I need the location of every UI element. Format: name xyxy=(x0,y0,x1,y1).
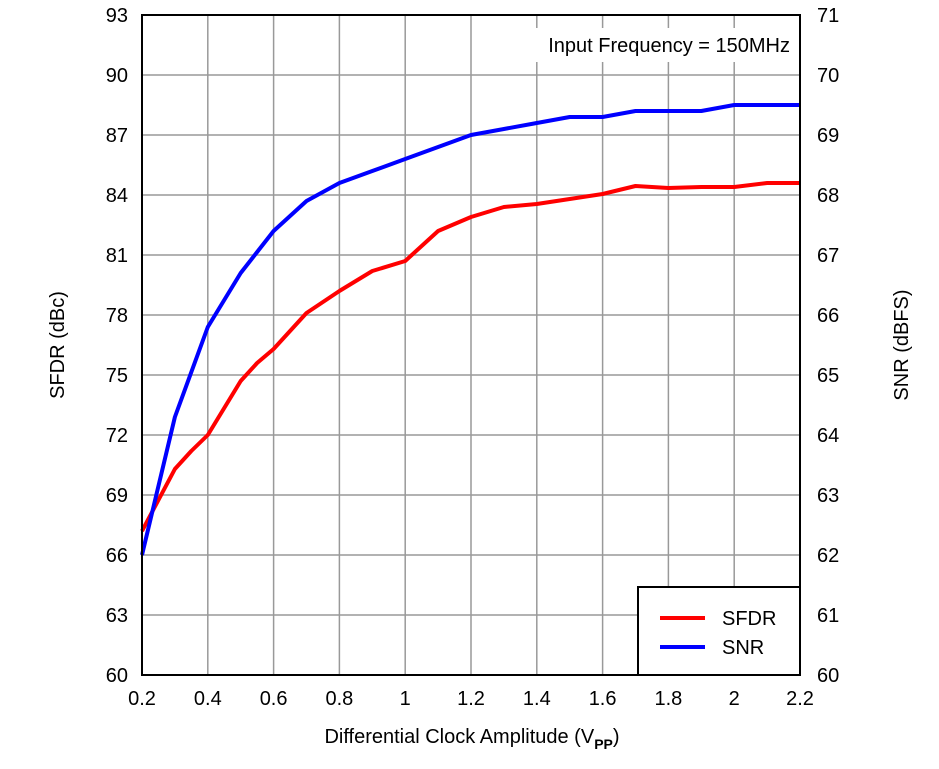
y-right-tick-label: 63 xyxy=(817,485,839,507)
y-left-tick-label: 60 xyxy=(106,665,128,687)
y-right-tick-label: 65 xyxy=(817,365,839,387)
x-axis-label-subscript: PP xyxy=(594,736,613,752)
x-tick-label: 0.4 xyxy=(194,688,222,710)
x-tick-label: 0.2 xyxy=(128,688,156,710)
x-axis-label-main: Differential Clock Amplitude (V xyxy=(324,726,594,748)
y-left-tick-label: 90 xyxy=(106,65,128,87)
grid xyxy=(142,15,800,675)
y-left-tick-label: 93 xyxy=(106,5,128,27)
x-tick-label: 1 xyxy=(400,688,411,710)
y-right-tick-label: 60 xyxy=(817,665,839,687)
x-tick-label: 1.4 xyxy=(523,688,551,710)
y-axis-left-label: SFDR (dBc) xyxy=(47,291,69,399)
y-left-tick-label: 87 xyxy=(106,125,128,147)
y-left-tick-label: 63 xyxy=(106,605,128,627)
legend-box xyxy=(638,587,800,675)
y-left-tick-label: 78 xyxy=(106,305,128,327)
x-tick-label: 0.6 xyxy=(260,688,288,710)
y-right-tick-label: 67 xyxy=(817,245,839,267)
y-right-tick-label: 61 xyxy=(817,605,839,627)
y-left-tick-label: 72 xyxy=(106,425,128,447)
x-tick-label: 2.2 xyxy=(786,688,814,710)
y-axis-right-label: SNR (dBFS) xyxy=(891,289,913,400)
y-left-tick-label: 75 xyxy=(106,365,128,387)
legend: SFDR SNR xyxy=(638,587,800,675)
x-axis-label-close: ) xyxy=(613,726,620,748)
x-tick-label: 1.8 xyxy=(654,688,682,710)
annotation: Input Frequency = 150MHz xyxy=(548,35,790,57)
y-right-tick-label: 66 xyxy=(817,305,839,327)
x-tick-label: 0.8 xyxy=(325,688,353,710)
y-left-tick-labels: 60 63 66 69 72 75 78 81 84 87 90 93 xyxy=(106,5,128,687)
y-left-tick-label: 81 xyxy=(106,245,128,267)
x-tick-label: 2 xyxy=(729,688,740,710)
y-right-tick-label: 62 xyxy=(817,545,839,567)
y-right-tick-label: 68 xyxy=(817,185,839,207)
y-right-tick-label: 64 xyxy=(817,425,839,447)
y-right-tick-label: 69 xyxy=(817,125,839,147)
y-right-tick-labels: 60 61 62 63 64 65 66 67 68 69 70 71 xyxy=(817,5,839,687)
y-right-tick-label: 70 xyxy=(817,65,839,87)
x-axis-label: Differential Clock Amplitude (VPP) xyxy=(324,726,619,752)
legend-label-snr: SNR xyxy=(722,637,764,659)
y-left-tick-label: 69 xyxy=(106,485,128,507)
legend-label-sfdr: SFDR xyxy=(722,608,776,630)
y-left-tick-label: 84 xyxy=(106,185,128,207)
x-tick-labels: 0.2 0.4 0.6 0.8 1 1.2 1.4 1.6 1.8 2 2.2 xyxy=(128,688,814,710)
y-right-tick-label: 71 xyxy=(817,5,839,27)
x-tick-label: 1.2 xyxy=(457,688,485,710)
x-tick-label: 1.6 xyxy=(589,688,617,710)
y-left-tick-label: 66 xyxy=(106,545,128,567)
